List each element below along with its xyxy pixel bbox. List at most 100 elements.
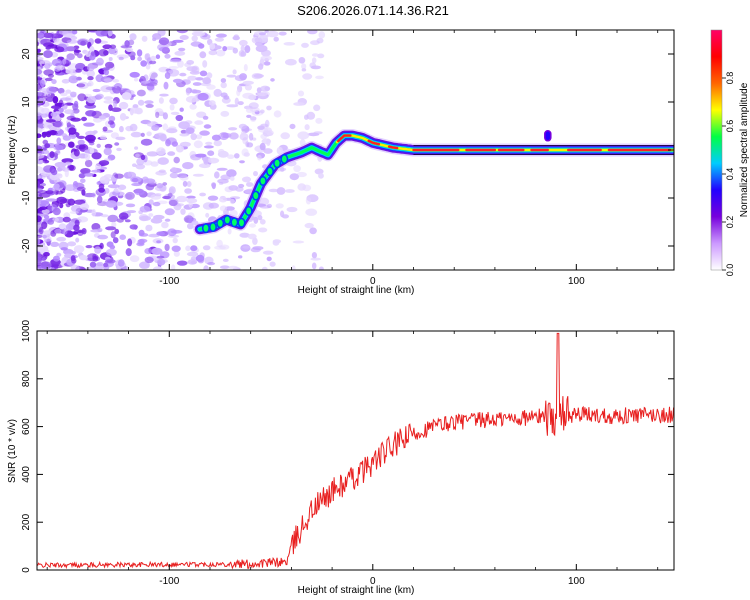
noise-blob xyxy=(305,197,312,205)
y-tick-label: 600 xyxy=(21,418,32,435)
noise-blob xyxy=(37,257,42,265)
noise-blob xyxy=(215,49,226,57)
noise-blob xyxy=(167,69,180,77)
noise-blob xyxy=(304,124,310,131)
noise-blob xyxy=(256,87,262,93)
noise-blob xyxy=(314,168,324,175)
noise-blob xyxy=(130,55,136,61)
noise-blob xyxy=(186,251,199,257)
noise-blob xyxy=(112,79,120,83)
noise-blob xyxy=(68,165,76,171)
noise-blob xyxy=(80,178,86,184)
noise-blob xyxy=(84,134,96,142)
noise-blob xyxy=(37,245,49,252)
noise-blob xyxy=(98,49,109,57)
colorbar-tick-label: 0.8 xyxy=(725,72,735,85)
noise-blob xyxy=(257,125,265,130)
noise-blob xyxy=(208,202,219,209)
noise-blob xyxy=(169,104,175,111)
noise-blob xyxy=(137,99,145,106)
noise-blob xyxy=(77,53,83,59)
noise-blob xyxy=(190,133,197,141)
ridge-blob xyxy=(273,158,282,169)
noise-blob xyxy=(118,56,124,61)
noise-blob xyxy=(168,186,176,195)
noise-blob xyxy=(318,31,326,39)
noise-blob xyxy=(148,213,154,217)
ridge-core-red xyxy=(367,139,381,146)
noise-blob xyxy=(208,100,216,106)
noise-blob xyxy=(41,209,50,214)
noise-blob xyxy=(84,159,93,168)
noise-blob xyxy=(226,104,239,108)
noise-blob xyxy=(220,265,230,270)
noise-blob xyxy=(116,147,122,152)
noise-blob xyxy=(232,69,237,75)
noise-blob xyxy=(108,115,116,122)
noise-blob xyxy=(176,30,188,34)
noise-blob xyxy=(43,69,54,76)
noise-blob xyxy=(58,223,67,230)
noise-blob xyxy=(186,181,192,187)
noise-blob xyxy=(65,89,72,94)
noise-blob xyxy=(55,105,60,110)
noise-blob xyxy=(125,125,134,132)
noise-blob xyxy=(43,50,53,59)
noise-blob xyxy=(171,264,176,270)
noise-blob xyxy=(129,71,140,78)
noise-blob xyxy=(45,119,56,123)
noise-blob xyxy=(169,97,178,105)
noise-blob xyxy=(51,58,63,67)
noise-blob xyxy=(62,228,68,235)
noise-blob xyxy=(68,221,75,227)
noise-blob xyxy=(190,41,203,47)
noise-blob xyxy=(62,58,67,65)
noise-blob xyxy=(118,212,129,220)
noise-blob xyxy=(155,54,161,59)
noise-blob xyxy=(302,184,312,192)
noise-blob xyxy=(43,252,50,257)
noise-blob xyxy=(102,44,112,50)
noise-blob xyxy=(91,208,97,217)
noise-blob xyxy=(132,163,137,167)
noise-blob xyxy=(148,233,160,238)
noise-blob xyxy=(83,122,95,127)
noise-blob xyxy=(126,171,137,179)
noise-blob xyxy=(149,71,158,80)
y-tick-label: 0 xyxy=(21,567,32,573)
noise-blob xyxy=(66,39,78,44)
noise-blob xyxy=(151,247,163,255)
noise-blob xyxy=(117,184,127,191)
x-tick-label: 0 xyxy=(370,276,376,287)
noise-blob xyxy=(129,33,137,41)
noise-blob xyxy=(266,138,271,146)
noise-blob xyxy=(291,265,296,270)
x-tick-label: 100 xyxy=(568,576,585,587)
ridge-blob xyxy=(237,217,246,228)
noise-blob xyxy=(310,40,320,46)
noise-blob xyxy=(260,55,273,61)
noise-blob xyxy=(45,46,51,50)
y-tick-label: -20 xyxy=(21,238,32,253)
noise-blob xyxy=(240,131,246,135)
noise-blob xyxy=(103,78,113,83)
noise-blob xyxy=(202,115,209,120)
noise-blob xyxy=(259,109,265,114)
noise-blob xyxy=(114,173,124,179)
noise-blob xyxy=(42,147,47,151)
noise-blob xyxy=(315,117,323,124)
noise-blob xyxy=(202,245,211,251)
ridge-blob xyxy=(230,217,239,228)
noise-blob xyxy=(250,247,261,253)
spectrogram-y-label: Frequency (Hz) xyxy=(7,116,18,185)
spectrogram-x-label: Height of straight line (km) xyxy=(298,285,415,296)
noise-blob xyxy=(164,243,170,252)
noise-blob xyxy=(90,51,96,56)
colorbar-tick-label: 0.2 xyxy=(725,216,735,229)
noise-blob xyxy=(186,195,196,199)
noise-blob xyxy=(37,180,41,188)
noise-blob xyxy=(182,180,188,187)
noise-blob xyxy=(222,258,229,262)
snr-y-ticks: 0 200 400 600 800 1000 xyxy=(21,319,674,573)
noise-blob xyxy=(37,91,43,97)
